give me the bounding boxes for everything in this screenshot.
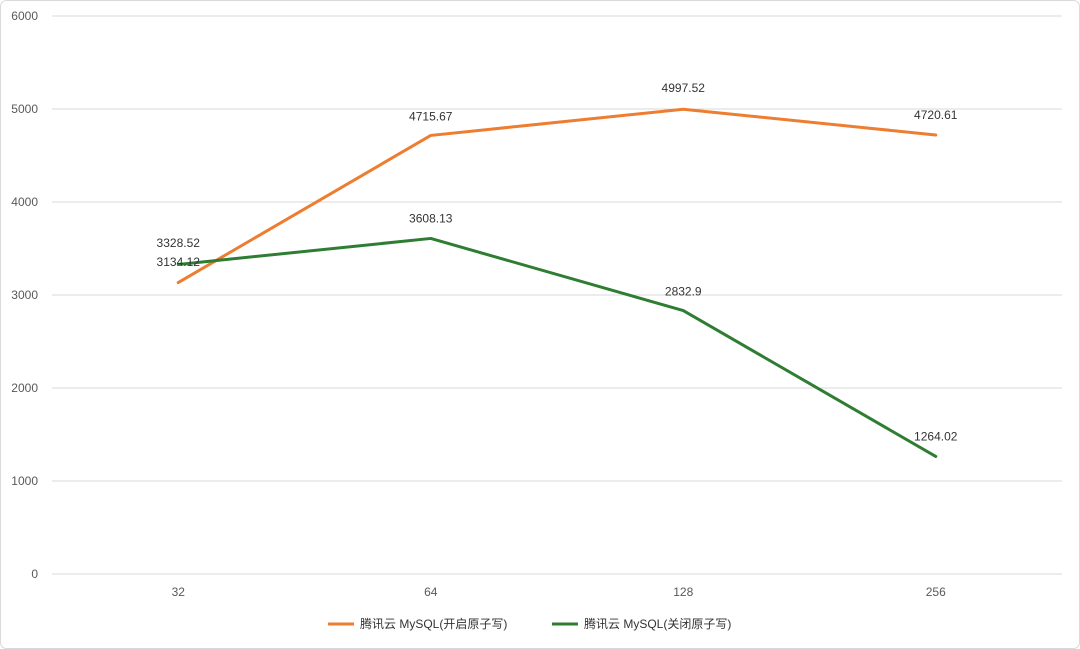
- legend: 腾讯云 MySQL(开启原子写) 腾讯云 MySQL(关闭原子写): [328, 616, 731, 631]
- series-line-1: [176, 107, 938, 285]
- x-axis-ticks: 32 64 128 256: [172, 585, 947, 599]
- x-tick-label: 256: [926, 585, 946, 599]
- data-label: 4720.61: [914, 108, 958, 122]
- x-tick-label: 32: [172, 585, 186, 599]
- series: [176, 107, 938, 458]
- data-labels: 3134.12 4715.67 4997.52 4720.61 3328.52 3608.…: [157, 81, 958, 443]
- data-label: 4715.67: [409, 109, 453, 123]
- legend-label: 腾讯云 MySQL(关闭原子写): [584, 616, 731, 631]
- data-label: 2832.9: [665, 285, 702, 299]
- y-tick-label: 5000: [11, 102, 38, 116]
- y-tick-label: 6000: [11, 9, 38, 23]
- y-tick-label: 3000: [11, 288, 38, 302]
- y-axis-ticks: 0 1000 2000 3000 4000 5000 6000: [11, 9, 38, 581]
- x-tick-label: 64: [424, 585, 438, 599]
- series-line-2: [176, 236, 938, 458]
- y-tick-label: 4000: [11, 195, 38, 209]
- legend-label: 腾讯云 MySQL(开启原子写): [360, 616, 507, 631]
- x-tick-label: 128: [673, 585, 693, 599]
- y-tick-label: 0: [31, 567, 38, 581]
- y-tick-label: 1000: [11, 474, 38, 488]
- data-label: 3134.12: [157, 255, 201, 269]
- gridlines: [52, 15, 1062, 575]
- data-label: 3608.13: [409, 211, 453, 225]
- y-tick-label: 2000: [11, 381, 38, 395]
- data-label: 4997.52: [662, 81, 706, 95]
- data-label: 1264.02: [914, 429, 958, 443]
- data-label: 3328.52: [157, 236, 201, 250]
